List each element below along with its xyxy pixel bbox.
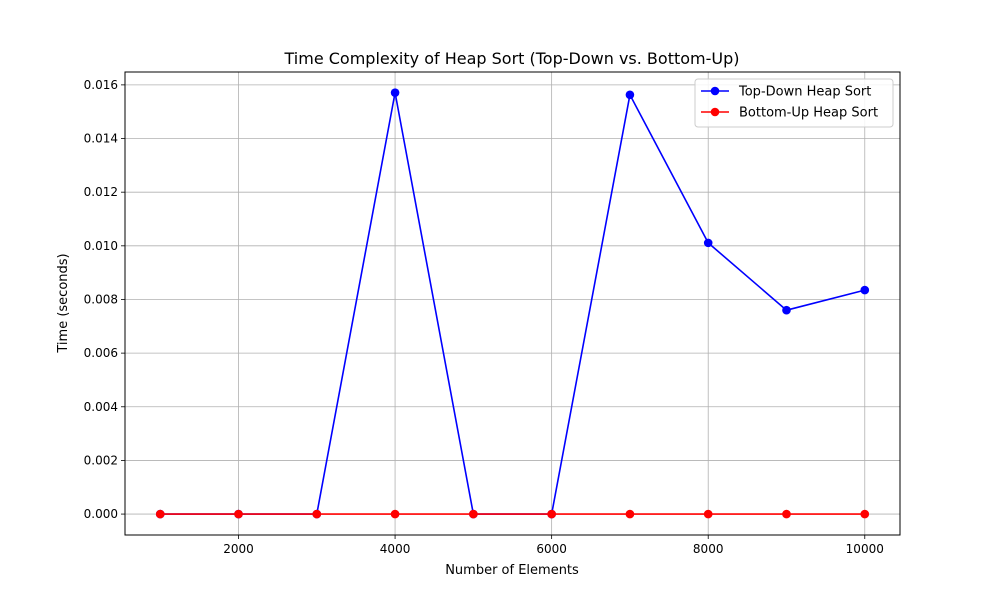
- legend-box: [694, 78, 894, 128]
- data-point-bottom-up-heap-sort: [390, 509, 400, 519]
- y-axis-label: Time (seconds): [56, 253, 71, 353]
- data-point-bottom-up-heap-sort: [625, 509, 635, 519]
- legend-label-top-down-heap-sort: Top-Down Heap Sort: [738, 85, 871, 100]
- data-point-bottom-up-heap-sort: [547, 509, 556, 519]
- legend-label-bottom-up-heap-sort: Bottom-Up Heap Sort: [739, 106, 878, 121]
- data-point-top-down-heap-sort: [860, 285, 870, 295]
- y-tick-label: 0.000: [84, 507, 118, 521]
- data-point-bottom-up-heap-sort: [782, 509, 791, 519]
- x-axis: 2000 4000 6000 8000 10000: [223, 535, 884, 556]
- grid-lines: [125, 72, 900, 535]
- legend: Top-Down Heap Sort Bottom-Up Heap Sort: [694, 78, 894, 128]
- legend-marker-bottom-up-heap-sort: [710, 107, 720, 117]
- series-layer: [155, 88, 870, 519]
- y-tick-label: 0.010: [84, 239, 118, 253]
- data-point-bottom-up-heap-sort: [234, 509, 243, 519]
- data-point-top-down-heap-sort: [782, 305, 791, 315]
- y-tick-label: 0.012: [84, 185, 118, 199]
- plot-frame: [124, 71, 901, 536]
- data-point-bottom-up-heap-sort: [703, 509, 713, 519]
- x-tick-label: 8000: [693, 542, 724, 556]
- data-point-bottom-up-heap-sort: [860, 509, 870, 519]
- data-point-top-down-heap-sort: [625, 90, 635, 100]
- data-point-bottom-up-heap-sort: [469, 509, 478, 519]
- data-point-top-down-heap-sort: [390, 88, 400, 97]
- x-tick-label: 4000: [380, 542, 411, 556]
- chart-title: Time Complexity of Heap Sort (Top-Down v…: [284, 49, 740, 68]
- data-point-bottom-up-heap-sort: [155, 509, 165, 519]
- x-tick-label: 6000: [536, 542, 567, 556]
- y-tick-label: 0.004: [84, 400, 118, 414]
- legend-marker-top-down-heap-sort: [710, 86, 720, 96]
- x-tick-label: 10000: [846, 542, 884, 556]
- y-tick-label: 0.008: [84, 292, 118, 306]
- y-tick-label: 0.016: [84, 78, 118, 92]
- data-point-bottom-up-heap-sort: [312, 509, 322, 519]
- x-axis-label: Number of Elements: [445, 563, 579, 578]
- x-tick-label: 2000: [223, 542, 254, 556]
- y-axis: 0.000 0.002 0.004 0.006 0.008 0.010 0.012 0.014…: [84, 78, 125, 521]
- y-tick-label: 0.014: [84, 132, 118, 146]
- y-tick-label: 0.002: [84, 453, 118, 467]
- data-point-top-down-heap-sort: [703, 238, 713, 248]
- y-tick-label: 0.006: [84, 346, 118, 360]
